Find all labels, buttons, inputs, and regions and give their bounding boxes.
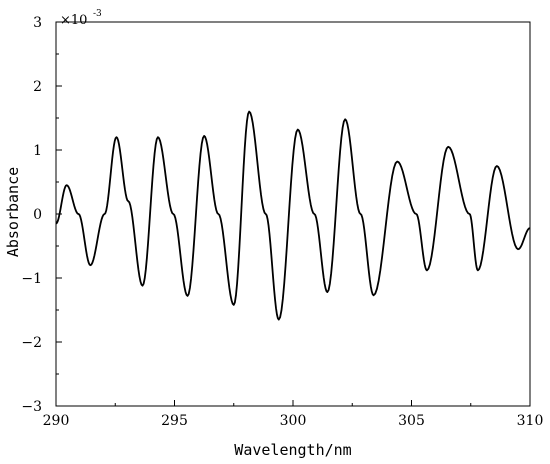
y-tick-label: −2 [21, 335, 42, 351]
y-multiplier-exponent: -3 [93, 9, 102, 19]
plot-frame [55, 21, 531, 407]
series-line [55, 110, 531, 321]
x-tick-label: 300 [280, 413, 307, 429]
x-tick-label: 310 [517, 413, 544, 429]
y-tick-label: 1 [33, 143, 42, 159]
y-tick-label: 0 [33, 207, 42, 223]
y-tick-label: −3 [21, 399, 42, 415]
x-tick-label: 295 [161, 413, 188, 429]
y-tick-label: 2 [33, 79, 42, 95]
y-multiplier-label: ×10 [60, 13, 87, 28]
y-axis-title: Absorbance [4, 167, 22, 257]
y-tick-label: 3 [33, 15, 42, 31]
y-tick-label: −1 [21, 271, 42, 287]
x-tick-label: 305 [398, 413, 425, 429]
tick-labels: 290 295 300 305 310 −3 −2 −1 0 1 2 3 [21, 15, 543, 429]
x-tick-label: 290 [43, 413, 70, 429]
x-axis-title: Wavelength/nm [234, 441, 351, 459]
axis-ticks [55, 21, 531, 407]
